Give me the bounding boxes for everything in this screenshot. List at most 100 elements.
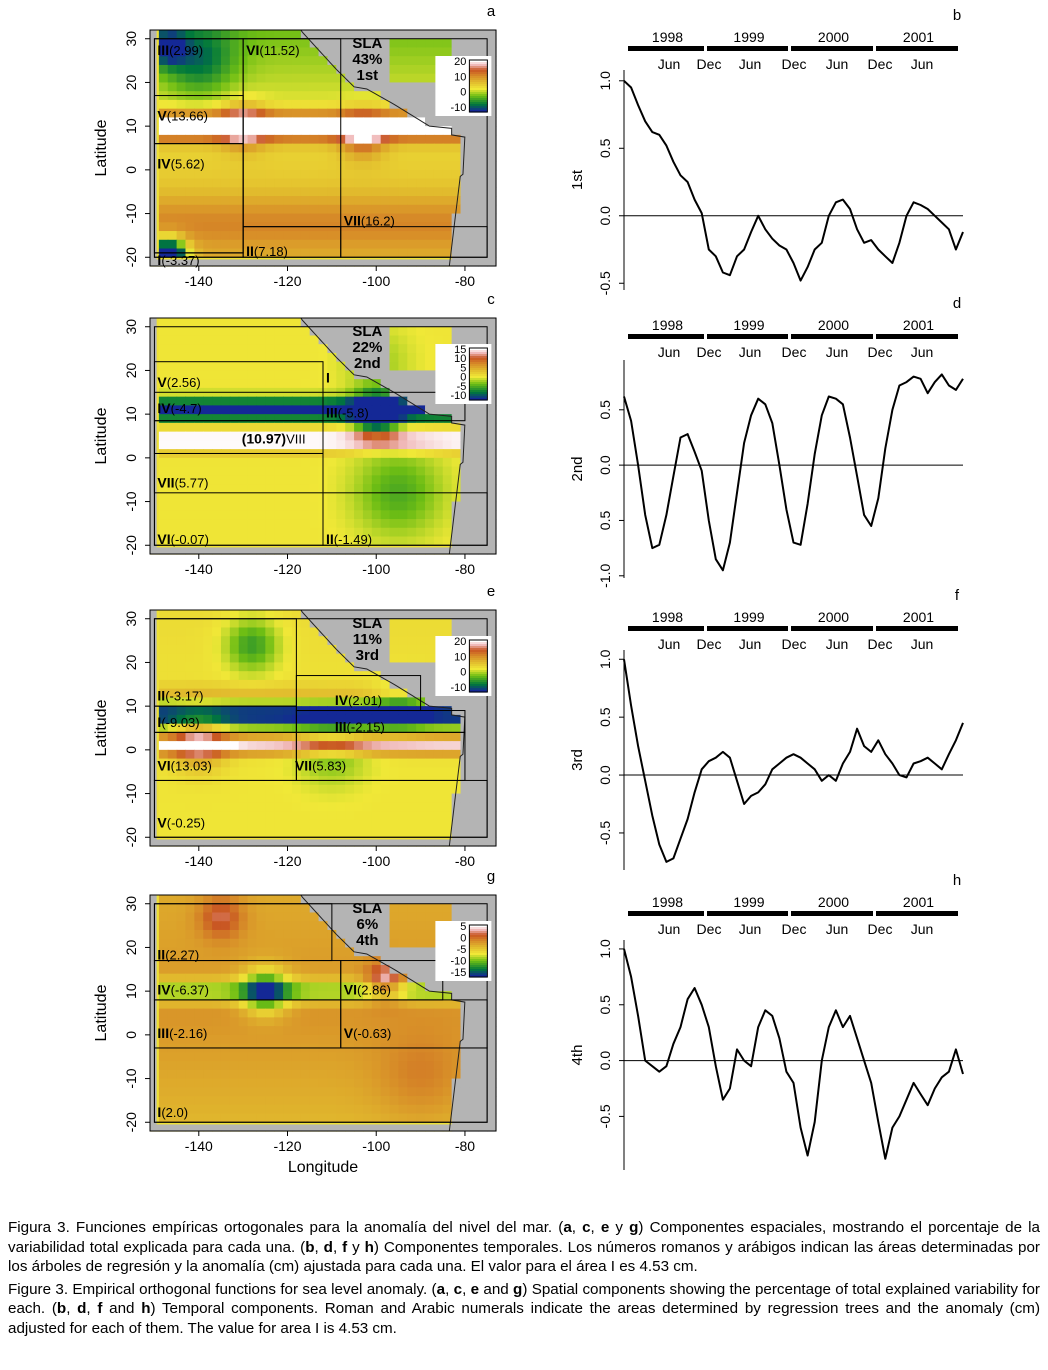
field-cell — [416, 536, 426, 546]
field-cell — [416, 169, 426, 180]
field-cell — [256, 636, 266, 646]
field-cell — [371, 767, 382, 777]
field-cell — [212, 56, 222, 66]
field-cell — [451, 466, 462, 476]
field-cell — [460, 610, 470, 620]
field-cell — [185, 947, 195, 957]
region-label: V(2.56) — [157, 374, 200, 390]
field-cell — [265, 749, 275, 760]
field-cell — [371, 449, 382, 459]
field-cell — [283, 999, 293, 1010]
field-cell — [167, 126, 178, 136]
field-cell — [194, 370, 204, 380]
field-cell — [433, 449, 444, 459]
field-cell — [469, 422, 479, 433]
field-cell — [291, 239, 302, 250]
field-cell — [371, 758, 382, 768]
field-cell — [256, 767, 266, 777]
field-cell — [256, 741, 266, 751]
field-cell — [478, 610, 488, 620]
field-cell — [487, 30, 497, 40]
field-cell — [451, 47, 462, 57]
field-cell — [220, 1087, 231, 1097]
field-cell — [327, 335, 337, 345]
field-cell — [176, 73, 187, 84]
field-cell — [398, 344, 408, 354]
field-cell — [256, 204, 266, 215]
field-cell — [433, 335, 444, 345]
field-cell — [336, 627, 346, 637]
field-cell — [185, 527, 195, 538]
x-tick-label: -80 — [455, 273, 475, 289]
field-cell — [158, 938, 169, 949]
field-cell — [416, 714, 426, 725]
field-cell — [345, 819, 355, 830]
field-cell — [425, 73, 435, 84]
field-cell — [398, 440, 408, 450]
field-cell — [274, 405, 284, 415]
field-cell — [220, 1078, 231, 1088]
region-value: (-2.16) — [169, 1026, 207, 1041]
field-cell — [487, 627, 497, 637]
field-cell — [345, 56, 355, 66]
y-tick-label: -20 — [123, 247, 139, 267]
field-cell — [158, 903, 169, 914]
field-cell — [185, 636, 195, 646]
field-cell — [283, 169, 293, 180]
field-cell — [451, 187, 462, 197]
field-cell — [407, 1069, 417, 1080]
field-cell — [327, 610, 337, 620]
field-cell — [407, 56, 417, 66]
field-cell — [176, 1061, 187, 1071]
field-cell — [176, 1069, 187, 1080]
field-cell — [194, 828, 204, 838]
field-cell — [283, 56, 293, 66]
colorbar-label: -5 — [457, 944, 467, 956]
field-cell — [425, 1052, 435, 1062]
field-cell — [203, 422, 213, 433]
field-cell — [283, 361, 293, 372]
field-cell — [291, 56, 302, 66]
month-label: Jun — [911, 344, 934, 360]
field-cell — [158, 484, 169, 494]
field-cell — [451, 1034, 462, 1045]
field-cell — [203, 64, 213, 75]
map-frame — [149, 609, 497, 847]
field-cell — [300, 688, 311, 699]
field-cell — [389, 653, 400, 664]
field-cell — [300, 484, 311, 494]
field-cell — [345, 161, 355, 171]
field-cell — [212, 64, 222, 75]
field-cell — [212, 126, 222, 136]
field-cell — [327, 161, 337, 171]
field-cell — [300, 991, 311, 1001]
field-cell — [433, 422, 444, 433]
map-mode: 1st — [357, 67, 379, 84]
field-cell — [380, 947, 391, 957]
field-cell — [478, 1113, 488, 1123]
field-cell — [247, 1069, 258, 1080]
region-value: (-4.7) — [171, 401, 202, 416]
field-cell — [371, 1113, 382, 1123]
field-cell — [283, 457, 293, 468]
field-cell — [442, 627, 453, 637]
field-cell — [487, 99, 497, 110]
field-cell — [460, 627, 470, 637]
colorbar-cell — [469, 688, 488, 691]
field-cell — [283, 117, 293, 127]
field-cell — [398, 161, 408, 171]
field-cell — [362, 636, 373, 646]
field-cell — [167, 196, 178, 206]
field-cell — [176, 1008, 187, 1018]
field-cell — [203, 1026, 213, 1036]
field-cell — [318, 56, 329, 66]
field-cell — [354, 688, 364, 699]
colorbar-cell — [469, 672, 488, 675]
field-cell — [167, 947, 178, 957]
field-cell — [300, 335, 311, 345]
field-cell — [300, 126, 311, 136]
field-cell — [425, 947, 435, 957]
field-cell — [167, 644, 178, 655]
field-cell — [247, 644, 258, 655]
field-cell — [229, 1096, 240, 1106]
